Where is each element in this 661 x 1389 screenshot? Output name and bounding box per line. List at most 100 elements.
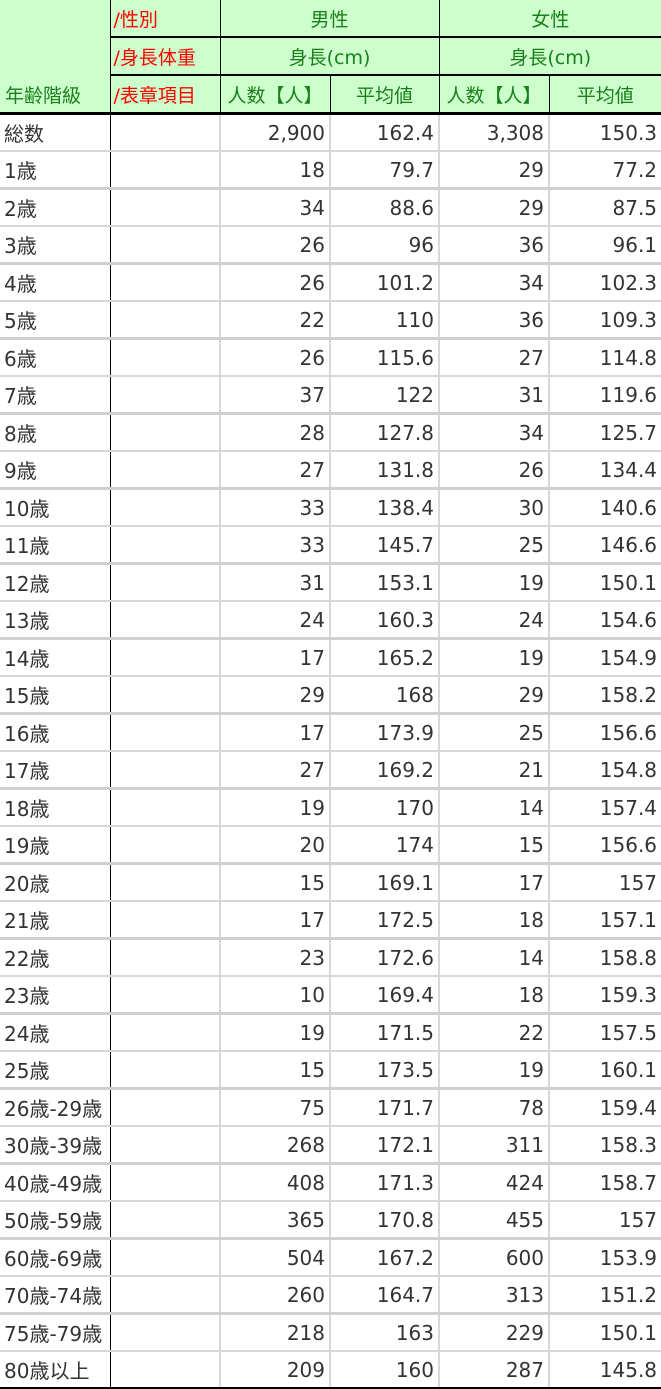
- male-mean-cell: 171.3: [328, 1163, 440, 1202]
- age-cell: 8歳: [0, 413, 111, 452]
- age-cell: 30歳-39歳: [0, 1126, 111, 1165]
- item-label: /表章項目: [109, 75, 220, 115]
- male-count-header: 人数【人】: [219, 75, 330, 115]
- male-mean-cell: 162.4: [328, 113, 440, 152]
- male-mean-cell: 79.7: [328, 151, 440, 190]
- blank-cell: [109, 226, 220, 265]
- female-count-cell: 31: [438, 376, 550, 415]
- female-mean-cell: 125.7: [548, 413, 661, 452]
- table-row: 1歳 18 79.7 29 77.2: [0, 151, 661, 190]
- age-cell: 20歳: [0, 863, 111, 902]
- table-row: 3歳 26 96 36 96.1: [0, 226, 661, 265]
- blank-cell: [109, 113, 220, 152]
- male-mean-header: 平均値: [329, 75, 440, 115]
- male-mean-cell: 171.5: [328, 1013, 440, 1052]
- female-count-cell: 24: [438, 601, 550, 640]
- female-mean-cell: 102.3: [548, 263, 661, 302]
- male-count-cell: 31: [219, 563, 330, 602]
- male-count-cell: 19: [219, 1013, 330, 1052]
- female-count-cell: 29: [438, 676, 550, 715]
- age-cell: 70歳-74歳: [0, 1276, 111, 1315]
- male-mean-cell: 173.5: [328, 1051, 440, 1090]
- male-count-cell: 20: [219, 826, 330, 865]
- blank-cell: [109, 301, 220, 340]
- male-mean-cell: 170: [328, 788, 440, 827]
- male-header: 男性: [219, 0, 440, 38]
- female-mean-cell: 157.4: [548, 788, 661, 827]
- age-cell: 7歳: [0, 376, 111, 415]
- male-mean-cell: 96: [328, 226, 440, 265]
- age-cell: 16歳: [0, 713, 111, 752]
- age-cell: 13歳: [0, 601, 111, 640]
- male-count-cell: 29: [219, 676, 330, 715]
- male-mean-cell: 145.7: [328, 526, 440, 565]
- blank-cell: [109, 413, 220, 452]
- age-cell: 9歳: [0, 451, 111, 490]
- male-count-cell: 2,900: [219, 113, 330, 152]
- female-mean-cell: 96.1: [548, 226, 661, 265]
- female-count-cell: 313: [438, 1276, 550, 1315]
- female-count-cell: 19: [438, 1051, 550, 1090]
- male-mean-cell: 169.4: [328, 976, 440, 1015]
- table-row: 11歳 33 145.7 25 146.6: [0, 526, 661, 565]
- male-mean-cell: 171.7: [328, 1088, 440, 1127]
- male-mean-cell: 115.6: [328, 338, 440, 377]
- blank-cell: [109, 1238, 220, 1277]
- male-count-cell: 365: [219, 1201, 330, 1240]
- age-cell: 4歳: [0, 263, 111, 302]
- blank-cell: [109, 601, 220, 640]
- male-mean-cell: 127.8: [328, 413, 440, 452]
- age-cell: 3歳: [0, 226, 111, 265]
- male-count-cell: 37: [219, 376, 330, 415]
- male-count-cell: 218: [219, 1313, 330, 1352]
- blank-cell: [109, 451, 220, 490]
- female-count-cell: 36: [438, 301, 550, 340]
- blank-cell: [109, 976, 220, 1015]
- male-count-cell: 24: [219, 601, 330, 640]
- male-count-cell: 33: [219, 526, 330, 565]
- blank-cell: [109, 1051, 220, 1090]
- female-mean-cell: 153.9: [548, 1238, 661, 1277]
- table-row: 5歳 22 110 36 109.3: [0, 301, 661, 340]
- female-count-cell: 25: [438, 526, 550, 565]
- age-cell: 40歳-49歳: [0, 1163, 111, 1202]
- male-count-cell: 26: [219, 263, 330, 302]
- female-count-cell: 21: [438, 751, 550, 790]
- table-row: 15歳 29 168 29 158.2: [0, 676, 661, 715]
- table-row: 30歳-39歳 268 172.1 311 158.3: [0, 1126, 661, 1165]
- blank-cell: [109, 263, 220, 302]
- blank-cell: [109, 1351, 220, 1389]
- male-mean-cell: 131.8: [328, 451, 440, 490]
- female-mean-cell: 77.2: [548, 151, 661, 190]
- female-mean-cell: 158.8: [548, 938, 661, 977]
- age-cell: 12歳: [0, 563, 111, 602]
- female-count-cell: 424: [438, 1163, 550, 1202]
- age-cell: 80歳以上: [0, 1351, 111, 1389]
- female-count-cell: 3,308: [438, 113, 550, 152]
- blank-cell: [109, 376, 220, 415]
- male-mean-cell: 172.6: [328, 938, 440, 977]
- female-count-cell: 287: [438, 1351, 550, 1389]
- female-count-cell: 311: [438, 1126, 550, 1165]
- male-mean-cell: 138.4: [328, 488, 440, 527]
- male-count-cell: 26: [219, 226, 330, 265]
- male-count-cell: 33: [219, 488, 330, 527]
- blank-cell: [109, 788, 220, 827]
- female-mean-cell: 158.7: [548, 1163, 661, 1202]
- female-count-cell: 34: [438, 413, 550, 452]
- female-mean-cell: 157.1: [548, 901, 661, 940]
- female-count-cell: 18: [438, 901, 550, 940]
- table-row: 80歳以上 209 160 287 145.8: [0, 1351, 661, 1389]
- female-count-cell: 34: [438, 263, 550, 302]
- male-count-cell: 28: [219, 413, 330, 452]
- table-row: 17歳 27 169.2 21 154.8: [0, 751, 661, 790]
- male-count-cell: 10: [219, 976, 330, 1015]
- female-count-cell: 14: [438, 788, 550, 827]
- male-count-cell: 504: [219, 1238, 330, 1277]
- female-mean-cell: 146.6: [548, 526, 661, 565]
- table-row: 75歳-79歳 218 163 229 150.1: [0, 1313, 661, 1352]
- female-mean-cell: 150.3: [548, 113, 661, 152]
- blank-cell: [109, 338, 220, 377]
- female-mean-cell: 150.1: [548, 563, 661, 602]
- table-row: 12歳 31 153.1 19 150.1: [0, 563, 661, 602]
